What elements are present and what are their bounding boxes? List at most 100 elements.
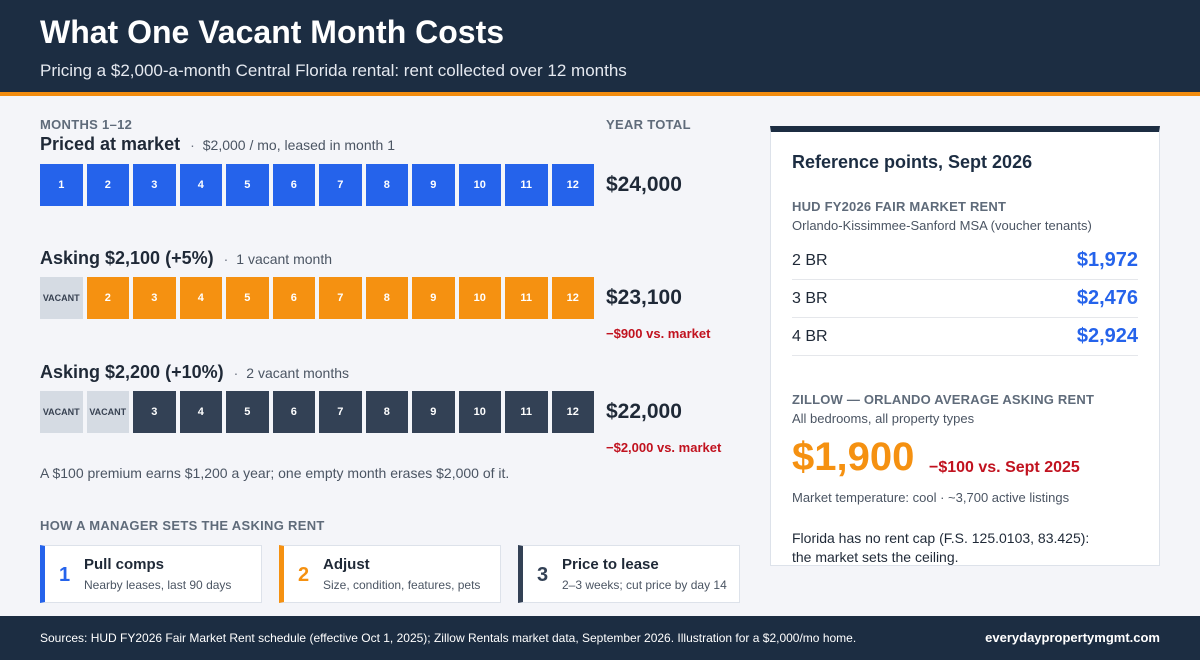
month-cell: 11 (505, 277, 548, 319)
scenario-ask5-total: $23,100 (606, 286, 682, 309)
month-cell: 9 (412, 277, 455, 319)
month-cell: 2 (86, 277, 129, 319)
vacant-month-cell: VACANT (40, 391, 83, 433)
step-description: Nearby leases, last 90 days (84, 578, 232, 592)
scenario-ask5-title: Asking $2,100 (+5%) · 1 vacant month (40, 248, 332, 270)
month-cell: 12 (551, 391, 594, 433)
month-cell: 5 (226, 164, 269, 206)
step-number: 2 (298, 564, 310, 586)
scenario-name: Asking $2,100 (+5%) (40, 248, 214, 268)
month-cell: 11 (505, 164, 548, 206)
month-cell: 10 (458, 164, 501, 206)
separator-dot: · (233, 365, 239, 381)
months-column-label: MONTHS 1–12 (40, 117, 133, 132)
month-cell: 12 (551, 277, 594, 319)
step-description: 2–3 weeks; cut price by day 14 (562, 578, 727, 592)
zillow-sublabel: All bedrooms, all property types (792, 411, 975, 426)
page-title: What One Vacant Month Costs (40, 14, 505, 50)
month-cell: 3 (133, 277, 176, 319)
fmr-value: $1,972 (1076, 249, 1138, 271)
separator-dot: · (223, 251, 229, 267)
month-cell: 8 (365, 391, 408, 433)
fmr-value: $2,924 (1076, 325, 1138, 347)
month-cell: 1 (40, 164, 83, 206)
month-cell: 12 (551, 164, 594, 206)
month-cell: 5 (226, 277, 269, 319)
steps-label: HOW A MANAGER SETS THE ASKING RENT (40, 518, 325, 533)
month-cell: 7 (319, 391, 362, 433)
month-cell: 4 (179, 164, 222, 206)
rent-cap-line-1: Florida has no rent cap (F.S. 125.0103, … (792, 530, 1090, 546)
sources-text: Sources: HUD FY2026 Fair Market Rent sch… (40, 631, 857, 645)
fmr-row: 3 BR $2,476 (792, 280, 1138, 318)
rent-cap-line-2: the market sets the ceiling. (792, 549, 959, 565)
bedroom-label: 3 BR (792, 289, 828, 307)
scenario-ask5-months: VACANT 2 3 4 5 6 7 8 9 10 11 12 (40, 277, 594, 319)
step-number: 1 (59, 564, 71, 586)
zillow-year-change: −$100 vs. Sept 2025 (929, 459, 1080, 476)
month-cell: 4 (179, 391, 222, 433)
vacant-month-cell: VACANT (40, 277, 83, 319)
scenario-ask10-title: Asking $2,200 (+10%) · 2 vacant months (40, 362, 349, 384)
scenario-name: Asking $2,200 (+10%) (40, 362, 224, 382)
fmr-row: 4 BR $2,924 (792, 318, 1138, 356)
month-cell: 3 (133, 164, 176, 206)
bedroom-label: 2 BR (792, 251, 828, 269)
step-description: Size, condition, features, pets (323, 578, 481, 592)
scenario-detail: $2,000 / mo, leased in month 1 (202, 137, 395, 153)
vacant-month-cell: VACANT (86, 391, 129, 433)
fmr-row: 2 BR $1,972 (792, 242, 1138, 280)
month-cell: 8 (365, 164, 408, 206)
month-cell: 8 (365, 277, 408, 319)
step-title: Price to lease (562, 556, 659, 573)
step-adjust: 2 Adjust Size, condition, features, pets (279, 545, 501, 603)
zillow-label: ZILLOW — ORLANDO AVERAGE ASKING RENT (792, 392, 1095, 407)
footer: Sources: HUD FY2026 Fair Market Rent sch… (0, 616, 1200, 660)
steps-row: 1 Pull comps Nearby leases, last 90 days… (40, 545, 740, 603)
page-subtitle: Pricing a $2,000-a-month Central Florida… (40, 61, 627, 80)
month-cell: 2 (86, 164, 129, 206)
header: What One Vacant Month Costs Pricing a $2… (0, 0, 1200, 96)
panel-title: Reference points, Sept 2026 (792, 152, 1033, 172)
bedroom-label: 4 BR (792, 327, 828, 345)
month-cell: 11 (505, 391, 548, 433)
step-title: Adjust (323, 556, 370, 573)
scenario-ask10-months: VACANT VACANT 3 4 5 6 7 8 9 10 11 12 (40, 391, 594, 433)
scenario-name: Priced at market (40, 134, 181, 154)
reference-panel: Reference points, Sept 2026 HUD FY2026 F… (770, 126, 1160, 566)
month-cell: 6 (272, 391, 315, 433)
site-link[interactable]: everydaypropertymgmt.com (985, 630, 1160, 645)
premium-note: A $100 premium earns $1,200 a year; one … (40, 465, 510, 481)
scenario-market-total: $24,000 (606, 173, 682, 196)
month-cell: 9 (412, 164, 455, 206)
month-cell: 10 (458, 277, 501, 319)
month-cell: 6 (272, 277, 315, 319)
scenario-detail: 1 vacant month (236, 251, 332, 267)
month-cell: 10 (458, 391, 501, 433)
month-cell: 7 (319, 164, 362, 206)
month-cell: 5 (226, 391, 269, 433)
step-price-to-lease: 3 Price to lease 2–3 weeks; cut price by… (518, 545, 740, 603)
scenario-ask10-diff: −$2,000 vs. market (606, 440, 722, 455)
scenario-ask10-total: $22,000 (606, 400, 682, 423)
month-cell: 6 (272, 164, 315, 206)
year-total-column-label: YEAR TOTAL (606, 117, 691, 132)
month-cell: 4 (179, 277, 222, 319)
scenario-market-months: 1 2 3 4 5 6 7 8 9 10 11 12 (40, 164, 594, 206)
fmr-value: $2,476 (1076, 287, 1138, 309)
step-number: 3 (537, 564, 549, 586)
zillow-average-rent: $1,900 (792, 435, 915, 479)
scenario-detail: 2 vacant months (246, 365, 350, 381)
separator-dot: · (190, 137, 195, 153)
rent-cap-note: Florida has no rent cap (F.S. 125.0103, … (792, 529, 1132, 567)
scenario-ask5-diff: −$900 vs. market (606, 326, 711, 341)
month-cell: 7 (319, 277, 362, 319)
step-pull-comps: 1 Pull comps Nearby leases, last 90 days (40, 545, 262, 603)
step-title: Pull comps (84, 556, 165, 573)
month-cell: 9 (412, 391, 455, 433)
hud-sublabel: Orlando-Kissimmee-Sanford MSA (voucher t… (792, 218, 1092, 233)
market-temperature: Market temperature: cool · ~3,700 active… (792, 490, 1070, 505)
hud-label: HUD FY2026 FAIR MARKET RENT (792, 199, 1007, 214)
scenario-market-title: Priced at market · $2,000 / mo, leased i… (40, 134, 395, 156)
month-cell: 3 (133, 391, 176, 433)
